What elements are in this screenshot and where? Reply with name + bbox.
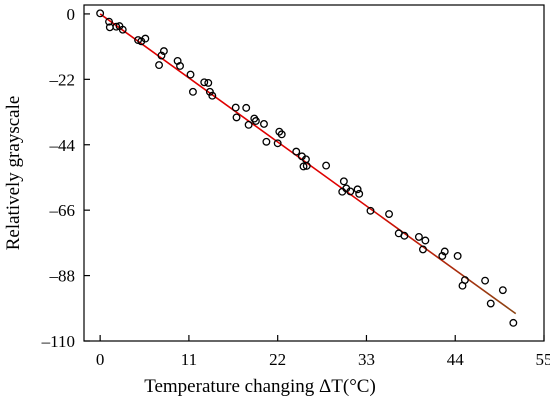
fit-line-segment <box>99 13 517 315</box>
data-point <box>385 210 394 218</box>
x-axis-title: Temperature changing ΔT(°C) <box>144 376 376 397</box>
data-point <box>262 137 271 146</box>
data-point <box>366 206 375 215</box>
data-point <box>155 61 164 70</box>
data-point <box>299 162 308 171</box>
data-point <box>346 187 355 196</box>
data-point <box>200 78 209 87</box>
data-point <box>188 87 197 96</box>
y-tick-label: –110 <box>41 332 75 351</box>
data-point <box>322 161 331 170</box>
data-point <box>208 91 217 100</box>
data-point <box>355 189 364 198</box>
data-point <box>96 9 105 18</box>
data-point <box>277 130 286 139</box>
data-point <box>353 185 362 194</box>
data-points <box>96 9 518 327</box>
data-point <box>292 147 301 156</box>
data-point <box>251 117 260 125</box>
data-point <box>242 103 251 112</box>
data-point <box>204 78 213 87</box>
x-tick-label: 44 <box>447 350 465 369</box>
data-point <box>205 87 214 96</box>
data-point <box>509 318 518 327</box>
x-tick-label: 0 <box>96 350 105 369</box>
data-point <box>414 232 423 241</box>
y-tick-label: 0 <box>67 5 76 24</box>
data-point <box>118 25 127 34</box>
x-tick-label: 22 <box>269 350 286 369</box>
y-tick-label: –66 <box>49 201 76 220</box>
data-point <box>273 139 282 148</box>
fit-line <box>99 13 517 315</box>
data-point <box>141 34 150 43</box>
data-point <box>231 103 240 112</box>
x-axis: 0 11 22 33 44 55 <box>96 335 550 369</box>
data-point <box>481 276 490 285</box>
data-point <box>176 62 184 70</box>
data-point <box>453 252 462 260</box>
data-point <box>157 51 166 60</box>
data-point <box>438 252 447 260</box>
data-point <box>440 247 449 256</box>
data-point <box>232 113 241 122</box>
x-tick-label: 33 <box>358 350 375 369</box>
y-tick-label: –44 <box>49 136 76 155</box>
data-point <box>421 236 430 245</box>
y-axis-title: Relatively grayscale <box>3 96 24 251</box>
data-point <box>460 276 469 284</box>
data-point <box>159 47 168 56</box>
data-point <box>400 231 409 240</box>
y-tick-label: –88 <box>49 267 76 286</box>
data-point <box>498 286 507 295</box>
data-point <box>302 161 311 170</box>
x-tick-label: 11 <box>181 350 197 369</box>
data-point <box>486 299 495 308</box>
data-point <box>105 17 113 26</box>
data-point <box>244 120 253 129</box>
data-point <box>112 22 121 31</box>
data-point <box>260 119 268 128</box>
data-point <box>339 177 348 186</box>
data-point <box>186 70 195 79</box>
data-point <box>418 245 427 254</box>
data-point <box>338 187 347 196</box>
plot-frame <box>83 4 545 342</box>
y-tick-label: –22 <box>49 70 76 89</box>
x-tick-label: 55 <box>536 350 550 369</box>
y-axis: 0 –22 –44 –66 –88 –110 <box>41 5 90 351</box>
